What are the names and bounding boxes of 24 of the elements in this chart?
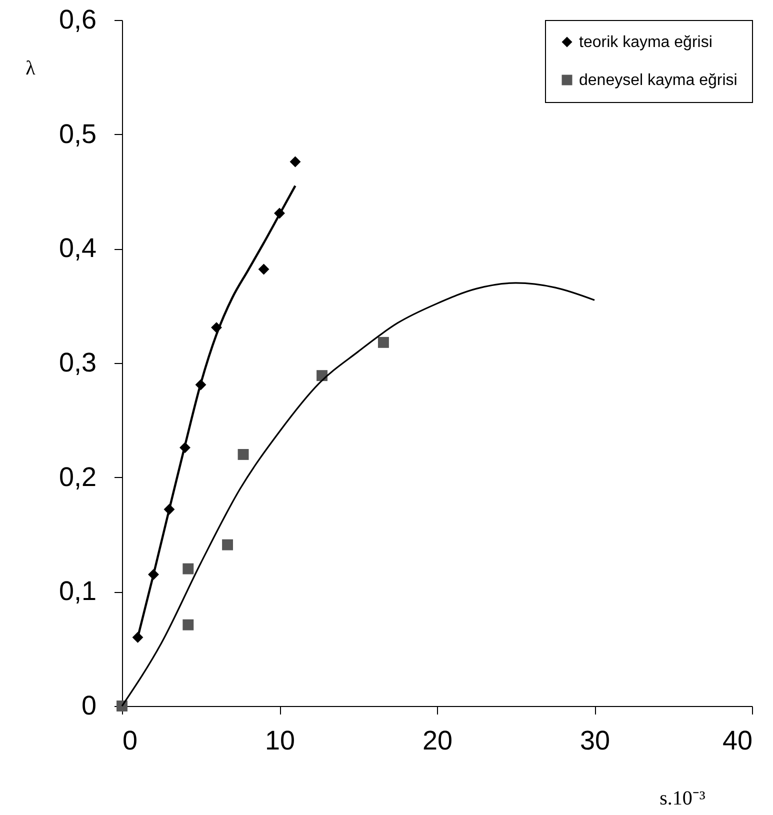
x-tick-label: 0 [122,726,138,756]
y-tick-label: 0,2 [58,462,96,492]
y-tick-label: 0,3 [58,348,96,378]
y-axis-title: λ [26,58,36,80]
y-tick-label: 0,6 [58,4,96,34]
point [378,336,389,348]
point [222,539,233,550]
y-tick-label: 0 [81,690,96,720]
x-tick-label: 20 [422,726,453,756]
y-tick-label: 0,4 [58,233,96,264]
x-tick-label: 30 [580,726,610,756]
point [290,156,301,168]
legend-label: teorik kayma eğrisi [579,34,712,51]
point [116,700,128,712]
point [258,264,270,275]
point [238,448,249,460]
y-tick-label: 0,5 [58,118,96,149]
point [182,619,194,630]
legend-label: deneysel kayma eğrisi [579,72,738,89]
x-tick-label: 10 [264,726,296,756]
x-axis-title: s.10⁻³ [660,788,706,810]
y-tick-label: 0,1 [58,576,96,606]
point [182,563,194,574]
x-tick-label: 40 [722,726,752,756]
